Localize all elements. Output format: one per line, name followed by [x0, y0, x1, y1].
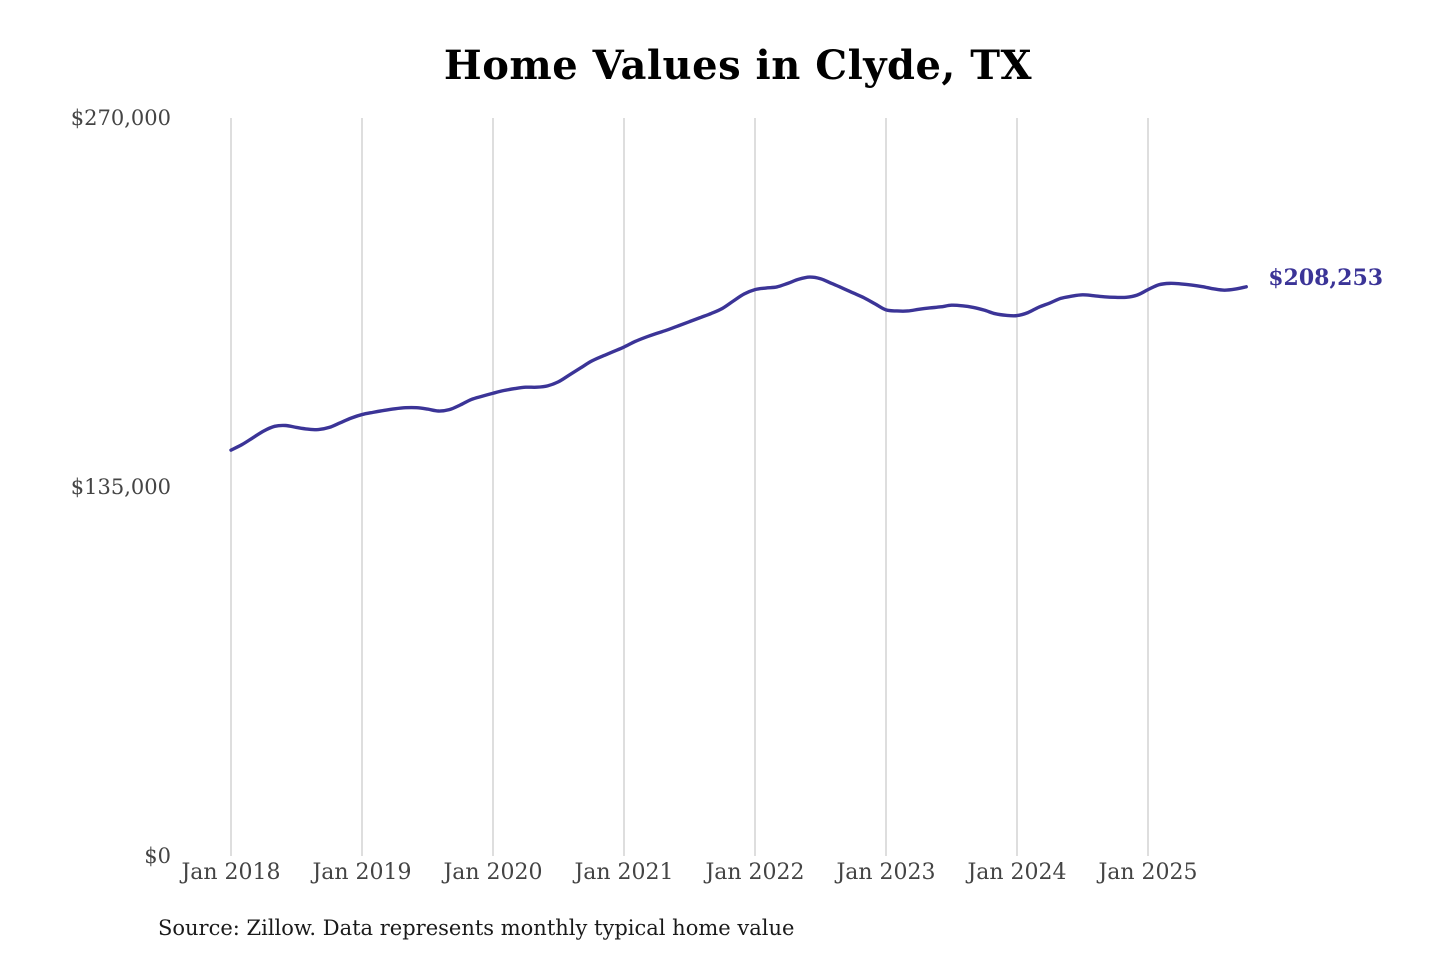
- gridlines: [230, 118, 1149, 856]
- y-tick-label: $0: [144, 844, 171, 868]
- y-tick-label: $135,000: [71, 475, 171, 499]
- source-note: Source: Zillow. Data represents monthly …: [158, 916, 795, 940]
- x-tick-label: Jan 2025: [1096, 860, 1197, 885]
- x-tick-label: Jan 2018: [179, 860, 280, 885]
- x-tick-label: Jan 2019: [310, 860, 411, 885]
- chart-title: Home Values in Clyde, TX: [443, 42, 1033, 89]
- x-axis-ticks: Jan 2018 Jan 2019 Jan 2020 Jan 2021 Jan 2022…: [179, 860, 1197, 885]
- x-tick-label: Jan 2023: [834, 860, 935, 885]
- end-labels: $208,253: [1268, 265, 1383, 291]
- series-line: [229, 275, 1248, 452]
- series: [229, 275, 1248, 452]
- y-tick-label: $270,000: [71, 106, 171, 130]
- x-tick-label: Jan 2024: [965, 860, 1066, 885]
- x-tick-label: Jan 2020: [441, 860, 542, 885]
- y-axis-ticks: $0 $135,000 $270,000: [71, 106, 171, 868]
- end-value-label: $208,253: [1268, 265, 1383, 291]
- x-tick-label: Jan 2021: [572, 860, 673, 885]
- x-tick-label: Jan 2022: [703, 860, 804, 885]
